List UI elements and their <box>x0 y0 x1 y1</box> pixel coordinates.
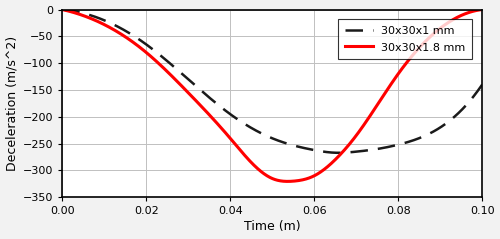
Legend: 30x30x1 mm, 30x30x1.8 mm: 30x30x1 mm, 30x30x1.8 mm <box>338 19 472 59</box>
Y-axis label: Deceleration (m/s^2): Deceleration (m/s^2) <box>6 36 18 171</box>
X-axis label: Time (m): Time (m) <box>244 220 300 234</box>
